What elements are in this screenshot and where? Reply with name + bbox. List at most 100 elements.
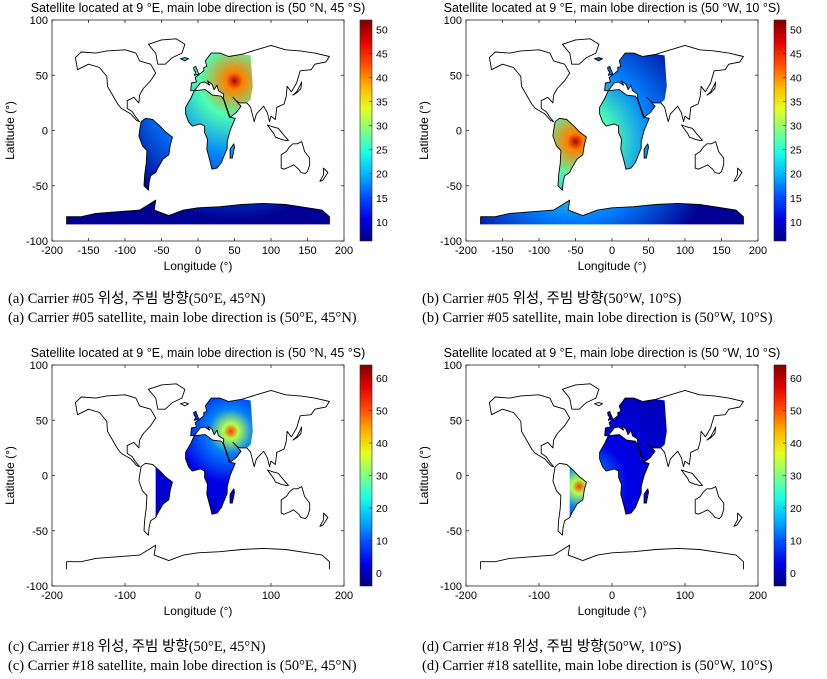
- colorbar: [773, 19, 787, 242]
- coastline-newzealand: [733, 167, 743, 182]
- x-tick-label: 100: [262, 590, 280, 602]
- colorbar-tick-label: 15: [790, 193, 802, 205]
- x-axis-label: Longitude (°): [578, 604, 647, 618]
- coastline-australia: [280, 486, 311, 520]
- x-tick-label: 200: [335, 590, 353, 602]
- colorbar-tick-label: 40: [790, 438, 802, 450]
- colorbar-tick-label: 20: [790, 503, 802, 515]
- x-tick-label: -100: [114, 590, 136, 602]
- x-tick-label: 200: [749, 245, 767, 257]
- x-tick-label: 50: [228, 245, 240, 257]
- coastline-eurasia: [190, 44, 330, 123]
- coastline-africa: [599, 89, 650, 170]
- colorbar-tick-label: 15: [376, 193, 388, 205]
- colorbar-tick-label: 10: [790, 536, 802, 548]
- x-tick-label: -150: [77, 245, 99, 257]
- coastlines: [480, 38, 744, 225]
- y-tick-label: 100: [444, 360, 462, 372]
- coastline-southamerica: [138, 462, 173, 536]
- colorbar-tick-label: 35: [376, 97, 388, 109]
- chart-title: Satellite located at 9 °E, main lobe dir…: [444, 1, 781, 15]
- colorbar-tick-label: 50: [376, 25, 388, 37]
- coastline-iceland: [594, 402, 603, 407]
- coastline-northamerica: [488, 49, 571, 123]
- coastline-australia: [280, 141, 311, 175]
- coastline-britain: [193, 410, 200, 421]
- y-axis-label: Latitude (°): [417, 101, 431, 160]
- coastline-eurasia: [190, 389, 330, 468]
- caption-c-english: (c) Carrier #18 satellite, main lobe dir…: [8, 658, 357, 674]
- colorbar-tick-label: 20: [376, 503, 388, 515]
- coastline-antarctica: [480, 199, 744, 225]
- coastline-japan: [706, 81, 717, 96]
- x-tick-label: 200: [335, 245, 353, 257]
- caption-b-english: (b) Carrier #05 satellite, main lobe dir…: [422, 310, 773, 326]
- y-tick-label: -100: [26, 236, 48, 248]
- colorbar-tick-label: 30: [790, 471, 802, 483]
- colorbar-tick-label: 35: [790, 97, 802, 109]
- coastline-northamerica: [74, 49, 157, 123]
- x-tick-label: 100: [676, 245, 694, 257]
- coastline-northamerica: [488, 394, 571, 468]
- chart-b-svg: Satellite located at 9 °E, main lobe dir…: [417, 1, 802, 273]
- y-axis-label: Latitude (°): [417, 446, 431, 505]
- coastline-southamerica: [552, 462, 587, 536]
- x-tick-label: -150: [491, 245, 513, 257]
- coastline-indonesia: [680, 469, 703, 486]
- coastline-japan: [706, 426, 717, 441]
- coastline-eurasia: [604, 44, 744, 123]
- colorbar-tick-label: 50: [376, 406, 388, 418]
- plot-area: [466, 365, 758, 586]
- x-tick-label: 0: [195, 245, 201, 257]
- colorbar-tick-label: 25: [790, 145, 802, 157]
- y-tick-label: -50: [446, 526, 462, 538]
- coastline-greenland: [147, 38, 186, 65]
- coastline-indonesia: [266, 124, 289, 141]
- y-tick-label: -50: [32, 526, 48, 538]
- coastline-indonesia: [680, 124, 703, 141]
- colorbar-tick-label: 0: [790, 568, 796, 580]
- coastline-japan: [292, 426, 303, 441]
- colorbar-tick-label: 20: [376, 169, 388, 181]
- colorbar: [359, 19, 373, 242]
- colorbar-tick-label: 60: [790, 373, 802, 385]
- x-tick-label: 0: [609, 245, 615, 257]
- y-tick-label: 50: [36, 415, 48, 427]
- coastline-iceland: [180, 57, 189, 62]
- x-tick-label: -50: [568, 245, 584, 257]
- x-tick-label: -200: [41, 590, 63, 602]
- chart-title: Satellite located at 9 °E, main lobe dir…: [31, 1, 366, 15]
- x-tick-label: 100: [262, 245, 280, 257]
- colorbar-tick-label: 10: [376, 217, 388, 229]
- chart-d-svg: Satellite located at 9 °E, main lobe dir…: [417, 346, 802, 618]
- coastline-madagascar: [229, 143, 235, 159]
- caption-a-english: (a) Carrier #05 satellite, main lobe dir…: [8, 310, 357, 326]
- x-tick-label: 0: [609, 590, 615, 602]
- colorbar-tick-label: 30: [376, 121, 388, 133]
- coastlines: [480, 383, 744, 570]
- coastline-britain: [607, 410, 614, 421]
- coastline-indonesia: [266, 469, 289, 486]
- coastline-madagascar: [643, 488, 649, 504]
- coastline-greenland: [561, 383, 600, 410]
- coastline-southamerica: [138, 117, 173, 191]
- coastlines: [66, 38, 330, 225]
- colorbar-tick-label: 30: [376, 471, 388, 483]
- y-tick-label: 50: [36, 70, 48, 82]
- coastline-japan: [292, 81, 303, 96]
- x-tick-label: 200: [749, 590, 767, 602]
- coastline-greenland: [147, 383, 186, 410]
- colorbar-tick-label: 60: [376, 373, 388, 385]
- x-tick-label: -50: [154, 245, 170, 257]
- plot-area: [52, 20, 344, 241]
- colorbar-tick-label: 40: [790, 73, 802, 85]
- plot-area: [466, 20, 758, 241]
- colorbar-tick-label: 40: [376, 73, 388, 85]
- coastlines: [66, 383, 330, 570]
- x-tick-label: -100: [114, 245, 136, 257]
- coastline-antarctica: [480, 544, 744, 570]
- colorbar-tick-label: 50: [790, 406, 802, 418]
- y-tick-label: 0: [42, 126, 48, 138]
- x-axis-label: Longitude (°): [164, 604, 233, 618]
- coastline-newzealand: [319, 512, 329, 527]
